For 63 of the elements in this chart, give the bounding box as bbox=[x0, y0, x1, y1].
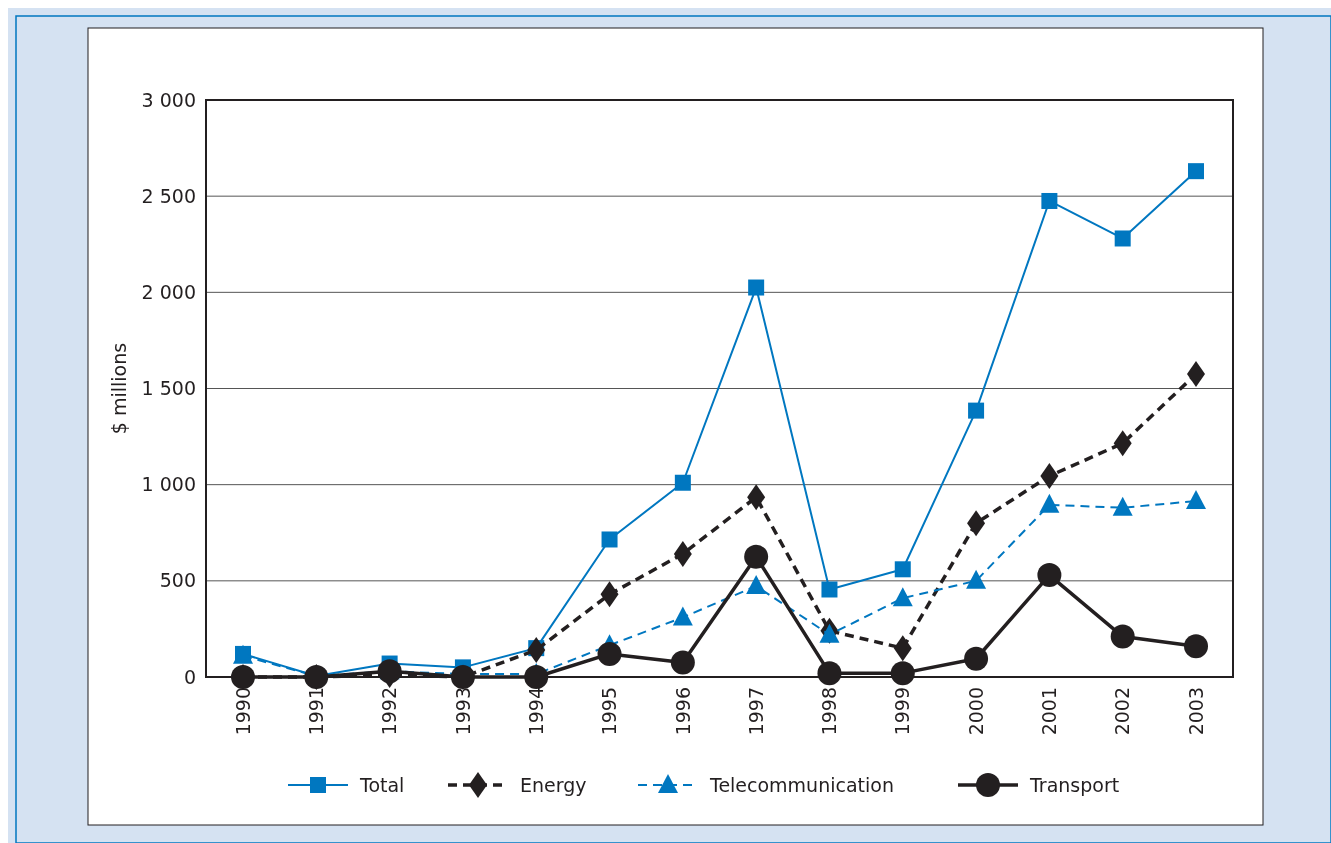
legend-label: Energy bbox=[520, 773, 587, 796]
point bbox=[304, 665, 329, 689]
legend-label: Telecommunication bbox=[709, 773, 894, 796]
point bbox=[821, 581, 838, 598]
y-tick-label: 1 000 bbox=[141, 473, 196, 496]
x-tick-label: 2003 bbox=[1184, 687, 1207, 736]
point bbox=[819, 623, 840, 643]
y-tick-label: 0 bbox=[183, 665, 196, 688]
y-tick-label: 500 bbox=[159, 569, 196, 592]
y-axis-title: $ millions bbox=[108, 342, 130, 435]
x-tick-label: 1990 bbox=[231, 687, 254, 736]
point bbox=[890, 661, 915, 686]
point bbox=[1110, 624, 1135, 649]
y-tick-label: 1 500 bbox=[141, 377, 196, 400]
x-tick-label: 1997 bbox=[744, 687, 767, 736]
point bbox=[892, 587, 913, 607]
point bbox=[893, 635, 912, 662]
point bbox=[524, 665, 549, 689]
point bbox=[377, 659, 402, 684]
legend-label: Transport bbox=[1029, 773, 1120, 796]
legend-label: Total bbox=[359, 773, 405, 796]
x-tick-label: 2002 bbox=[1111, 687, 1134, 736]
point bbox=[1113, 430, 1132, 457]
x-tick-label: 2001 bbox=[1038, 687, 1061, 736]
point bbox=[1188, 163, 1204, 180]
point bbox=[747, 484, 766, 511]
point bbox=[966, 569, 987, 589]
x-tick-label: 1996 bbox=[671, 687, 694, 736]
x-tick-label: 1991 bbox=[304, 687, 327, 736]
point bbox=[1186, 490, 1206, 510]
point bbox=[1041, 192, 1058, 209]
point bbox=[967, 510, 986, 537]
point bbox=[1112, 496, 1133, 516]
point bbox=[601, 531, 618, 548]
point bbox=[968, 402, 985, 419]
point bbox=[1184, 634, 1208, 659]
point bbox=[817, 661, 842, 686]
x-tick-label: 2000 bbox=[964, 687, 987, 736]
point bbox=[600, 581, 619, 608]
x-tick-label: 1999 bbox=[891, 687, 914, 736]
point bbox=[670, 650, 695, 675]
point bbox=[748, 279, 765, 296]
x-tick-label: 1995 bbox=[598, 687, 621, 736]
x-tick-label: 1998 bbox=[818, 687, 841, 736]
y-tick-label: 3 000 bbox=[141, 88, 196, 111]
point bbox=[1114, 230, 1131, 247]
y-tick-label: 2 000 bbox=[141, 280, 196, 303]
point bbox=[746, 575, 767, 595]
point bbox=[673, 540, 692, 567]
point bbox=[527, 637, 546, 664]
point bbox=[744, 544, 769, 569]
point bbox=[1039, 493, 1060, 513]
x-tick-label: 1992 bbox=[378, 687, 401, 736]
x-tick-label: 1993 bbox=[451, 687, 474, 736]
point bbox=[672, 606, 693, 626]
point bbox=[1037, 563, 1062, 588]
x-tick-label: 1994 bbox=[524, 687, 547, 736]
point bbox=[674, 474, 691, 491]
point bbox=[894, 561, 911, 578]
point bbox=[964, 646, 989, 671]
y-tick-label: 2 500 bbox=[141, 184, 196, 207]
point bbox=[597, 641, 622, 666]
point bbox=[1040, 463, 1059, 490]
